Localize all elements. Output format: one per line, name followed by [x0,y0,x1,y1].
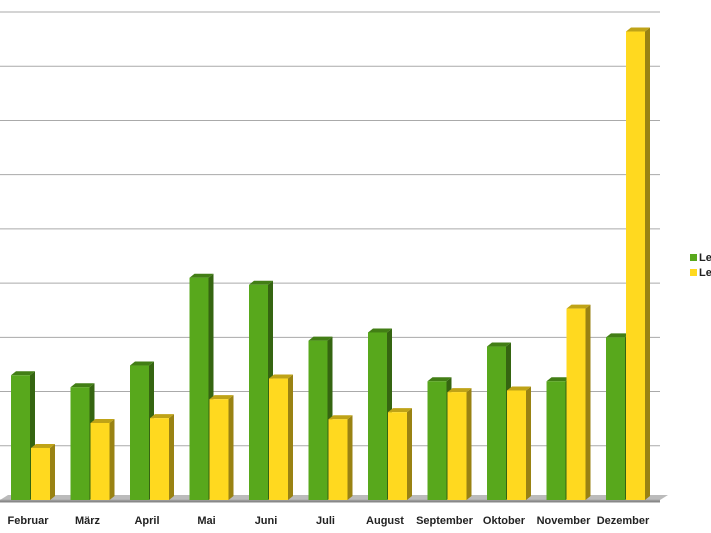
x-tick-label: Juli [316,515,335,527]
bar-front [606,337,625,500]
bar [90,419,115,500]
x-tick-label: August [366,515,404,527]
bar-front [546,381,566,500]
bar-front [388,412,407,500]
bar-top [189,273,214,278]
bar-top [447,388,472,393]
x-tick-label: Mai [197,515,215,527]
bar-side [645,27,650,501]
x-tick-label: Februar [8,515,50,527]
bar-top [90,419,115,424]
bar-front [189,277,209,500]
bar-side [347,415,353,500]
bar-side [50,443,55,500]
bar-front [427,381,447,500]
bar-top [328,415,353,420]
bar-front [368,332,387,500]
bar [507,386,531,500]
bar-top [11,371,35,376]
bar-top [70,383,95,388]
bar-top [427,377,452,382]
x-tick-label: Juni [255,515,278,527]
x-tick-label: Oktober [483,515,526,527]
x-tick-label: November [537,515,592,527]
bar-side [585,304,591,500]
bar [269,374,293,500]
bar-front [566,308,586,500]
bar-top [209,395,234,400]
bar-top [368,328,392,333]
bar-side [526,386,531,500]
legend-label: Le [699,252,711,264]
bar-side [228,395,234,500]
bar-top [507,386,531,391]
bar-side [466,388,472,500]
bar-front [626,31,645,501]
x-tick-label: März [75,515,101,527]
bar-front [487,346,506,500]
bar-front [209,399,229,500]
bar-top [388,408,412,413]
bar-side [169,414,174,500]
bar [388,408,412,500]
bar-front [11,375,30,500]
bar-front [447,392,467,500]
bar-front [269,378,288,500]
x-tick-label: Dezember [597,515,650,527]
bar-side [109,419,115,500]
bar-top [487,342,511,347]
bar [328,415,353,500]
bar-top [150,414,174,419]
bar-top [269,374,293,379]
bar [566,304,591,500]
bar-front [249,284,268,500]
bar-front [90,423,110,500]
bar-top [546,377,571,382]
bar [626,27,650,501]
bar [447,388,472,500]
x-tick-label: April [134,515,159,527]
bar-top [566,304,591,309]
bar-front [308,340,328,500]
bar [31,443,55,500]
bar [150,414,174,500]
bar-top [308,336,333,341]
bar-front [507,390,526,500]
bar-top [606,333,630,338]
legend-swatch [690,254,697,261]
legend-swatch [690,269,697,276]
bar-top [626,27,650,32]
bar [209,395,234,500]
x-tick-label: September [416,515,474,527]
bar-front [328,419,348,500]
bar-front [150,418,169,500]
bar-side [288,374,293,500]
bar-front [31,447,50,500]
bar-side [407,408,412,500]
bar-top [130,361,154,366]
bar-top [249,280,273,285]
bar-top [31,443,55,448]
bar-front [70,387,90,500]
legend-label: Le [699,267,711,279]
bar-front [130,365,149,500]
